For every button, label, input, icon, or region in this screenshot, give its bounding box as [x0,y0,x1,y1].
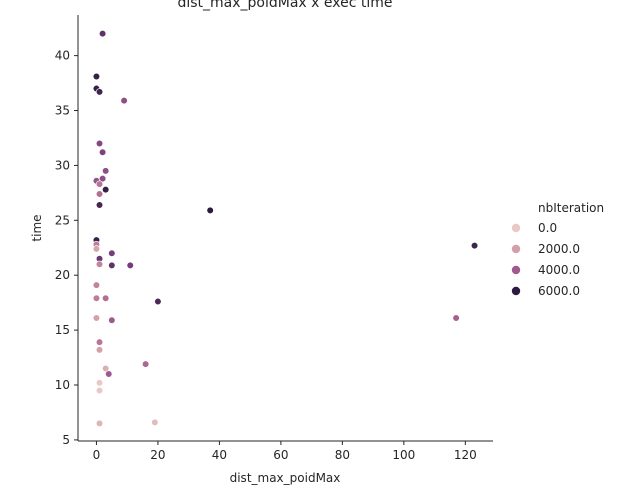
legend-label: 0.0 [538,221,557,235]
x-tick-label: 0 [93,448,101,462]
legend-marker [511,244,521,254]
y-tick-label: 10 [55,378,70,392]
x-tick-label: 60 [273,448,288,462]
data-point [95,180,104,188]
data-point [206,206,214,215]
x-tick-label: 40 [212,448,227,462]
data-point [92,281,101,289]
data-point [102,294,110,302]
plot-area [92,30,479,428]
data-point [95,346,104,354]
legend-marker [511,223,521,233]
data-point [95,190,104,198]
data-point [95,338,104,346]
data-point [92,294,101,302]
data-point [151,418,159,426]
data-point [154,297,162,306]
data-point [108,249,116,257]
data-point [102,364,110,373]
data-point [95,139,104,148]
data-point [108,316,116,324]
data-point [470,241,479,250]
legend: nbIteration 0.0 2000.0 4000.0 6000.0 [511,201,604,298]
y-tick-label: 40 [55,49,70,63]
data-point [105,370,113,378]
x-axis-title: dist_max_poidMax [230,471,341,485]
y-tick-label: 25 [55,213,70,227]
legend-title: nbIteration [538,201,604,215]
legend-label: 4000.0 [538,263,580,277]
data-point [92,314,101,322]
data-point [120,97,128,105]
data-point [92,245,101,253]
y-axis-ticks: 5 10 15 20 25 30 35 40 [55,49,78,447]
data-point [108,261,116,269]
data-point [95,201,104,209]
data-point [98,30,107,38]
x-tick-label: 120 [454,448,477,462]
y-tick-label: 15 [55,323,70,337]
data-point [98,148,107,156]
legend-marker [511,265,521,275]
y-tick-label: 35 [55,104,70,118]
y-axis-title: time [30,214,44,241]
data-point [102,185,110,194]
data-point [95,419,104,428]
legend-label: 6000.0 [538,284,580,298]
x-tick-label: 20 [150,448,165,462]
legend-marker [511,286,521,296]
data-point [142,360,150,368]
y-tick-label: 30 [55,158,70,172]
data-point [95,379,104,387]
x-axis-ticks: 0 20 40 60 80 100 120 [93,441,477,462]
legend-label: 2000.0 [538,242,580,256]
data-point [92,72,101,81]
chart-title: dist_max_poidMax x exec time [177,0,392,11]
y-tick-label: 5 [62,433,70,447]
data-point [95,260,104,268]
data-point [95,386,104,395]
data-point [102,167,110,175]
data-point [95,88,104,96]
x-tick-label: 100 [392,448,415,462]
data-point [452,314,460,322]
data-point [126,261,134,269]
x-tick-label: 80 [335,448,350,462]
y-tick-label: 20 [55,268,70,282]
